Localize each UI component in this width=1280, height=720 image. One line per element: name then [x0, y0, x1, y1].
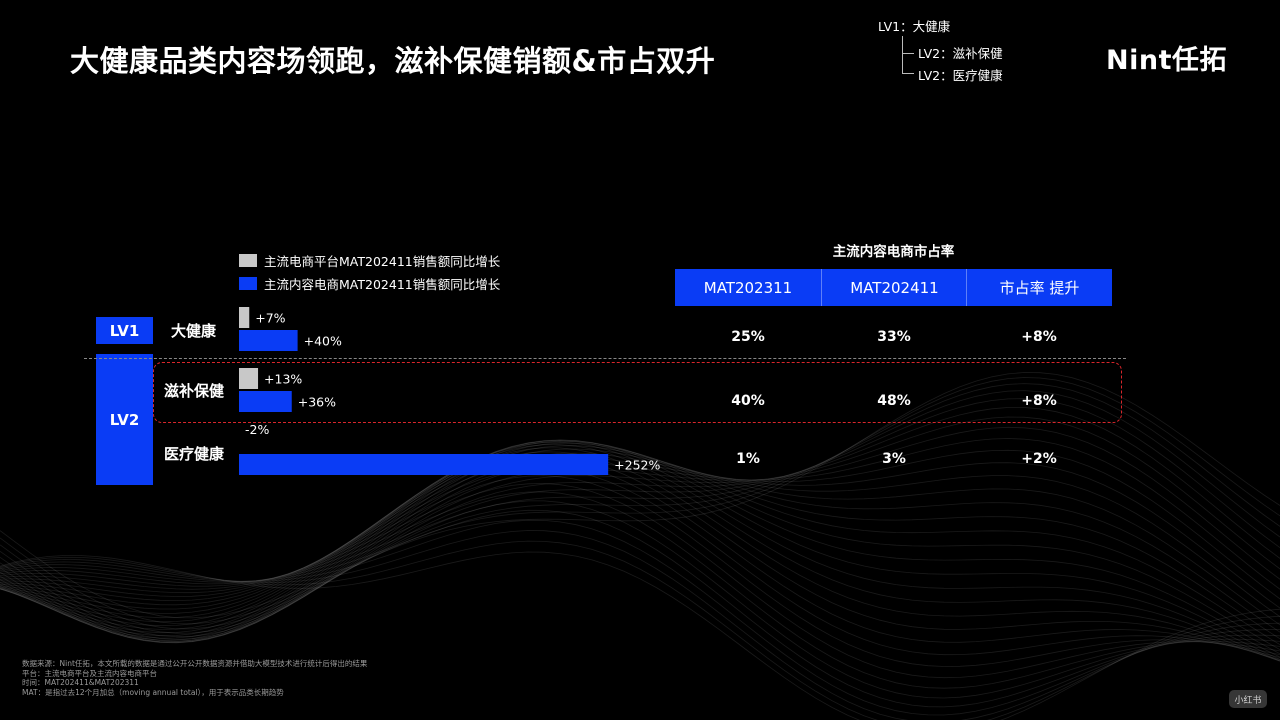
legend-item-mainstream: 主流电商平台MAT202411销售额同比增长 — [239, 251, 500, 270]
wave-line — [0, 426, 1280, 643]
wave-line — [0, 441, 1280, 658]
table-cell: 3% — [882, 451, 906, 467]
table-cell: 1% — [736, 451, 760, 467]
wave-line — [0, 451, 1280, 662]
table-header-share-change: 市占率 提升 — [966, 269, 1112, 306]
legend-item-content: 主流内容电商MAT202411销售额同比增长 — [239, 274, 500, 293]
hierarchy-connector — [902, 53, 914, 54]
bar-value-label: +252% — [614, 458, 660, 473]
wave-line — [0, 530, 1280, 720]
wave-line — [0, 540, 1280, 720]
footnote-line: 时间：MAT202411&MAT202311 — [22, 678, 139, 687]
bar-content — [239, 330, 298, 351]
legend-swatch-grey — [239, 254, 257, 267]
table-header-mat202411: MAT202411 — [821, 269, 967, 306]
category-label: 滋补保健 — [164, 382, 225, 400]
table-cell: +8% — [1021, 393, 1057, 409]
bar-mainstream — [239, 368, 259, 389]
bar-value-label: +36% — [298, 395, 336, 410]
table-cell: +8% — [1021, 329, 1057, 345]
wave-line — [0, 416, 1280, 642]
category-label: 医疗健康 — [164, 445, 225, 463]
hierarchy-connector — [902, 73, 914, 74]
bar-value-label: +7% — [255, 311, 285, 326]
legend-swatch-blue — [239, 277, 257, 290]
wave-line — [0, 551, 1280, 720]
bar-value-label: -2% — [245, 422, 269, 437]
wave-line — [0, 483, 1280, 679]
table-header-mat202311: MAT202311 — [675, 269, 821, 306]
wave-line — [0, 439, 1280, 646]
wave-line — [0, 445, 1280, 639]
wave-line — [0, 491, 1280, 689]
bar-mainstream — [239, 307, 250, 328]
brand-logo: Nint任拓 — [1106, 45, 1227, 76]
wave-line — [0, 383, 1280, 630]
highlight-outline — [153, 362, 1122, 423]
footnote-line: MAT：是指过去12个月加总（moving annual total），用于表示… — [22, 687, 284, 697]
bar-value-label: +13% — [264, 372, 302, 387]
bar-content — [239, 454, 609, 475]
legend-label: 主流内容电商MAT202411销售额同比增长 — [264, 277, 501, 292]
wave-line — [0, 519, 1280, 716]
wave-line — [0, 440, 1280, 640]
wave-line — [0, 390, 1280, 634]
wave-line — [0, 398, 1280, 638]
wave-line — [0, 475, 1280, 667]
wave-line — [0, 442, 1280, 637]
page-title: 大健康品类内容场领跑，滋补保健销额&市占双升 — [70, 44, 716, 78]
wave-line — [0, 439, 1280, 651]
table-cell: +2% — [1021, 451, 1057, 467]
table-cell: 25% — [731, 329, 765, 345]
bar-value-label: +40% — [304, 334, 342, 349]
wave-line — [0, 372, 1280, 619]
wave-line — [0, 448, 1280, 641]
wave-line — [0, 444, 1280, 660]
bar-content — [239, 391, 292, 412]
wave-line — [0, 438, 1280, 644]
lv-divider — [84, 358, 1126, 359]
level-badge-lv1: LV1 — [96, 317, 153, 344]
hierarchy-connector — [902, 36, 903, 73]
level-badge-lv2: LV2 — [96, 354, 153, 485]
wave-line — [0, 456, 1280, 662]
wave-line — [0, 449, 1280, 644]
share-table-title: 主流内容电商市占率 — [832, 244, 955, 260]
legend-label: 主流电商平台MAT202411销售额同比增长 — [264, 254, 501, 269]
category-label: 大健康 — [171, 322, 217, 340]
hierarchy-lv2-item: LV2：滋补保健 — [918, 46, 1003, 61]
wave-line — [0, 377, 1280, 625]
hierarchy-lv2-item: LV2：医疗健康 — [918, 68, 1003, 83]
wave-line — [0, 452, 1280, 643]
table-cell: 33% — [877, 329, 911, 345]
wave-line — [0, 407, 1280, 640]
wave-line — [0, 447, 1280, 662]
footnote-line: 平台：主流电商平台及主流内容电商平台 — [22, 668, 157, 678]
table-cell: 48% — [877, 393, 911, 409]
wave-line — [0, 500, 1280, 699]
table-cell: 40% — [731, 393, 765, 409]
wave-line — [0, 461, 1280, 661]
wave-line — [0, 468, 1280, 658]
footnote: 数据来源：Nint任拓，本文所载的数据是通过公开公开数据资源并借助大模型技术进行… — [22, 659, 367, 697]
footnote-line: 数据来源：Nint任拓，本文所载的数据是通过公开公开数据资源并借助大模型技术进行… — [22, 659, 368, 668]
hierarchy-lv1: LV1：大健康 — [878, 19, 951, 34]
platform-watermark: 小红书 — [1229, 690, 1267, 708]
wave-line — [0, 509, 1280, 708]
wave-line — [0, 440, 1280, 655]
